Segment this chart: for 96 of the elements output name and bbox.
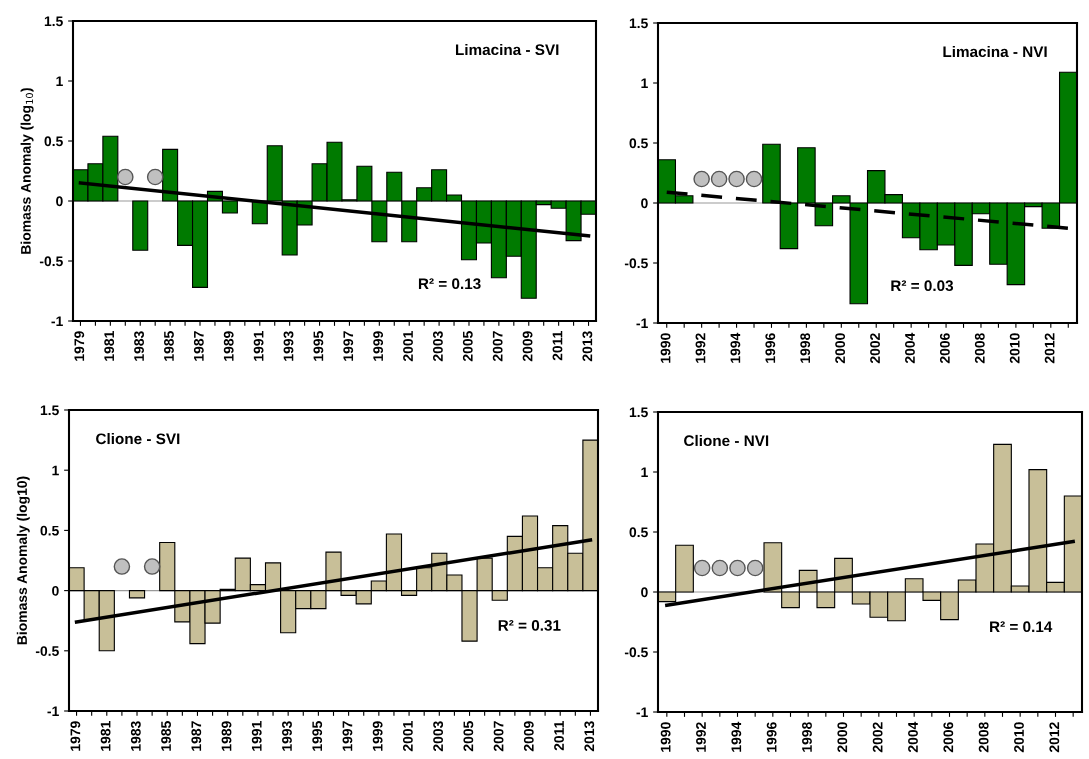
bar [128,590,146,599]
x-tick-label: 2007 [492,331,503,362]
y-tick-label: 1.5 [44,16,63,27]
y-axis-title: Biomass Anomaly (log10) [16,476,30,645]
x-tick-label: 1981 [100,721,111,751]
y-tick-label: 0.5 [629,527,648,538]
x-tick-label: 1997 [342,721,353,751]
x-tick-label: 2003 [432,331,443,362]
x-tick-label: 2006 [939,333,950,364]
y-tick-label: 1 [641,78,648,89]
x-tick-label: 1993 [282,721,292,751]
y-tick-label: 0 [641,198,648,209]
x-tick-label: 1995 [313,331,324,361]
x-tick-label: 2012 [1049,722,1060,753]
y-tick-label: 0.5 [629,138,648,149]
x-tick-label: 1994 [731,721,742,752]
annotation: Clione - SVI [96,432,180,445]
x-tick-label: 2000 [835,333,846,364]
y-tick-label: -0.5 [35,646,59,656]
x-tick-label: 2008 [978,722,989,753]
x-tick-label: 1998 [800,333,811,363]
x-tick-label: 2013 [582,331,593,362]
x-tick-label: 2011 [552,331,563,361]
y-tick-label: -1 [636,707,648,718]
y-tick-label: -1 [636,318,648,329]
y-tick-label: 1.5 [40,405,59,416]
x-tick-label: 1987 [193,331,204,361]
x-tick-label: 2004 [905,332,915,364]
x-tick-label: 2006 [943,722,954,753]
y-tick-label: 0 [641,587,648,598]
x-tick-label: 1979 [70,721,81,751]
x-tick-label: 2009 [522,331,533,362]
x-tick-label: 1985 [164,331,174,361]
x-tick-label: 1996 [766,722,777,752]
x-tick-label: 2009 [523,721,534,752]
x-tick-label: 2007 [493,721,504,752]
x-tick-label: 2003 [433,721,444,752]
x-tick-label: 1991 [251,721,262,751]
x-tick-label: 1992 [695,333,706,363]
annotation: R² = 0.03 [891,280,954,292]
y-tick-label: -0.5 [624,258,648,269]
x-tick-label: 1981 [104,331,115,361]
x-tick-label: 1996 [765,333,776,363]
bar [132,200,149,251]
x-tick-label: 1983 [130,721,141,751]
x-tick-label: 1999 [372,721,383,751]
x-tick-label: 1999 [373,331,384,361]
x-tick-label: 1997 [343,331,354,361]
y-tick-label: 1 [52,465,59,476]
y-tick-label: 1 [641,467,648,478]
x-tick-label: 2002 [870,333,880,364]
x-tick-label: 1998 [802,722,812,752]
x-tick-label: 2008 [974,333,985,364]
y-tick-label: 0.5 [40,525,59,536]
y-tick-label: 0 [52,585,59,596]
annotation: Limacina - NVI [943,45,1047,58]
x-tick-label: 1979 [74,331,85,361]
x-tick-label: 1985 [161,721,171,751]
y-tick-label: -1 [51,316,63,327]
annotation: R² = 0.13 [418,278,481,290]
x-tick-label: 1990 [660,722,671,752]
y-tick-label: 0 [56,196,63,207]
y-axis-title: Biomass Anomaly (log$_{10}$) [20,88,34,254]
y-tick-label: -1 [47,706,59,717]
x-tick-label: 1991 [253,331,264,361]
y-tick-label: -0.5 [624,647,648,658]
x-tick-label: 2001 [403,331,413,362]
x-tick-label: 1995 [312,721,323,751]
x-tick-label: 2004 [908,721,918,753]
y-tick-label: -0.5 [39,256,63,267]
annotation: Limacina - SVI [455,43,559,56]
y-tick-label: 1.5 [629,18,648,29]
annotation: Clione - NVI [684,434,769,447]
x-tick-label: 2013 [584,721,595,752]
x-tick-label: 2011 [554,721,564,751]
x-tick-label: 2002 [872,722,883,753]
x-tick-label: 2012 [1044,333,1055,364]
x-tick-label: 1993 [283,331,294,361]
y-tick-label: 1 [56,76,63,87]
x-tick-label: 2005 [462,331,473,362]
x-tick-label: 2005 [463,721,474,752]
x-tick-label: 1990 [660,333,671,363]
x-tick-label: 2010 [1014,722,1024,753]
x-tick-label: 1992 [696,722,706,752]
y-tick-label: 0.5 [44,136,63,147]
x-tick-label: 1987 [191,721,202,751]
x-tick-label: 2001 [402,721,413,752]
x-tick-label: 1983 [134,331,144,361]
y-tick-label: 1.5 [629,407,648,418]
x-tick-label: 1989 [223,331,234,361]
x-tick-label: 2010 [1009,333,1020,364]
annotation: R² = 0.14 [990,621,1053,633]
x-tick-label: 1994 [730,332,741,363]
x-tick-label: 1989 [221,721,232,751]
x-tick-label: 2000 [837,722,848,753]
annotation: R² = 0.31 [498,620,561,631]
